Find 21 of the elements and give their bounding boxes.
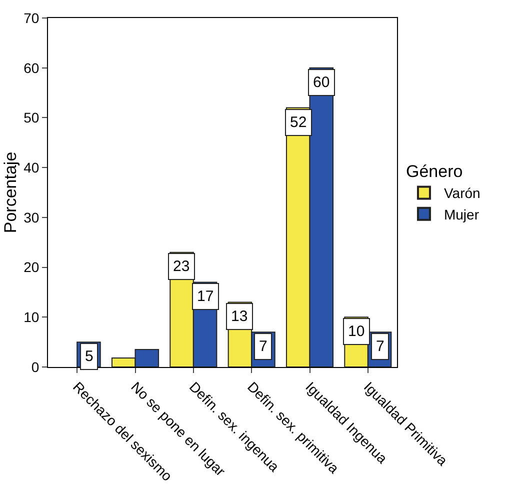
data-label: 17 [197, 288, 214, 305]
data-label: 13 [231, 308, 248, 325]
y-tick-label: 20 [24, 259, 40, 276]
legend-label: Mujer [444, 206, 480, 222]
data-label: 5 [85, 348, 94, 365]
data-label: 7 [259, 338, 268, 355]
y-tick-label: 0 [31, 358, 40, 375]
data-label: 10 [348, 323, 365, 340]
y-tick-label: 60 [24, 60, 40, 76]
y-tick-label: 10 [24, 309, 40, 326]
y-axis-title: Porcentaje [1, 152, 20, 234]
y-tick-label: 40 [24, 159, 40, 176]
data-label: 52 [290, 114, 307, 131]
data-label: 7 [376, 338, 384, 355]
data-label: 60 [313, 74, 330, 91]
y-tick-label: 30 [24, 209, 40, 226]
legend-title: Género [406, 162, 463, 182]
y-tick-label: 50 [24, 110, 40, 126]
data-label: 23 [173, 258, 190, 275]
y-tick-label: 70 [24, 10, 40, 26]
legend-label: Varón [444, 185, 480, 202]
